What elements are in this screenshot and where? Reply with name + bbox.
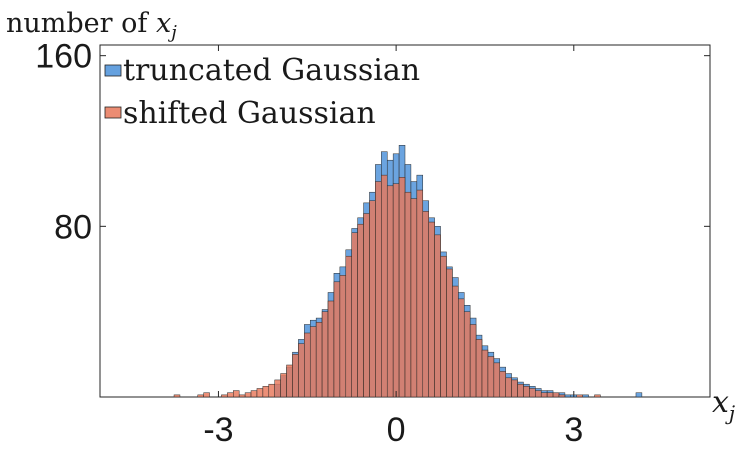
- bar-series-1-47: [481, 349, 489, 398]
- bar-series-1-50: [499, 371, 506, 398]
- bar-series-1-7: [244, 392, 252, 398]
- legend-swatch-truncated-gaussian: [104, 64, 122, 77]
- bar-series-1-37: [422, 211, 429, 398]
- bar-series-1-27: [363, 213, 370, 398]
- bar-series-1-5: [233, 390, 240, 398]
- bar-series-1-28: [369, 200, 376, 398]
- bar-series-1-13: [280, 373, 287, 398]
- bar-series-1-56: [535, 390, 542, 398]
- bar-series-1-43: [458, 298, 465, 398]
- bar-series-1-36: [416, 189, 424, 398]
- bar-series-1-11: [268, 383, 275, 398]
- bar-series-1-39: [434, 234, 441, 398]
- bar-series-1-29: [375, 181, 382, 398]
- bar-series-1-41: [446, 268, 453, 398]
- legend: truncated Gaussian shifted Gaussian: [104, 53, 420, 131]
- bar-series-1-57: [540, 392, 548, 398]
- bar-series-1-10: [262, 386, 270, 398]
- bar-series-1-0: [173, 394, 181, 398]
- x-tick-label--3: -3: [203, 411, 233, 449]
- bar-series-1-48: [487, 356, 495, 398]
- x-tick-label-3: 3: [564, 411, 583, 449]
- bar-series-1-3: [221, 394, 228, 398]
- legend-swatch-shifted-gaussian: [104, 106, 122, 119]
- legend-label-truncated-gaussian: truncated Gaussian: [123, 53, 420, 88]
- bar-series-1-25: [351, 232, 358, 398]
- y-axis-label: number of xj: [6, 8, 177, 43]
- bar-series-1-35: [410, 198, 418, 398]
- axis-ticks: 80 160 -3 0 3: [35, 38, 710, 449]
- bar-series-1-14: [286, 364, 293, 398]
- bar-series-1-4: [227, 392, 234, 398]
- bar-series-1-62: [594, 394, 601, 398]
- bar-series-1-40: [440, 255, 447, 398]
- bar-series-1-51: [505, 377, 512, 398]
- bar-series-1-18: [309, 326, 317, 398]
- bar-series-1-19: [315, 322, 323, 398]
- bar-series-1-12: [274, 379, 281, 398]
- bar-series-0-51: [582, 394, 589, 398]
- bar-series-1-1: [197, 394, 204, 398]
- bar-series-1-2: [203, 392, 210, 398]
- bar-series-1-26: [357, 223, 364, 398]
- bar-series-1-58: [546, 392, 554, 398]
- bar-series-1-54: [523, 386, 530, 398]
- bar-series-1-16: [298, 343, 305, 398]
- bar-series-1-49: [493, 362, 501, 398]
- bar-series-1-22: [333, 281, 341, 398]
- y-tick-label-160: 160: [35, 38, 92, 76]
- legend-label-shifted-gaussian: shifted Gaussian: [123, 96, 376, 131]
- bar-series-1-59: [552, 392, 560, 398]
- bar-series-1-20: [321, 311, 329, 398]
- bar-series-1-61: [576, 394, 583, 398]
- bar-series-1-15: [292, 354, 299, 398]
- bar-series-1-30: [381, 174, 388, 398]
- bar-series-1-21: [327, 300, 335, 398]
- bar-series-1-42: [452, 285, 459, 398]
- bar-series-1-60: [558, 394, 566, 398]
- x-axis-label: xj: [712, 385, 735, 425]
- bar-series-1-17: [304, 332, 311, 398]
- x-tick-label-0: 0: [387, 411, 406, 449]
- bar-series-1-55: [529, 388, 536, 398]
- bar-series-1-24: [345, 255, 352, 398]
- bar-series-1-38: [428, 221, 435, 398]
- series-shifted-gaussian: [173, 174, 601, 398]
- bar-series-1-33: [398, 177, 406, 398]
- bar-series-1-34: [404, 191, 412, 398]
- bar-series-1-45: [469, 324, 477, 398]
- bar-series-1-52: [511, 379, 518, 398]
- bar-series-1-23: [339, 275, 347, 398]
- bar-series-0-52: [635, 392, 643, 398]
- bar-series-1-44: [463, 311, 471, 398]
- bar-series-1-31: [386, 185, 394, 398]
- bar-series-1-46: [475, 339, 483, 398]
- bar-series-1-53: [517, 383, 524, 398]
- bar-series-1-9: [256, 388, 264, 398]
- bar-series-1-8: [250, 390, 258, 398]
- bar-series-0-49: [564, 394, 572, 398]
- bar-series-1-32: [392, 183, 400, 398]
- bar-series-1-6: [238, 394, 246, 398]
- y-tick-label-80: 80: [54, 208, 92, 246]
